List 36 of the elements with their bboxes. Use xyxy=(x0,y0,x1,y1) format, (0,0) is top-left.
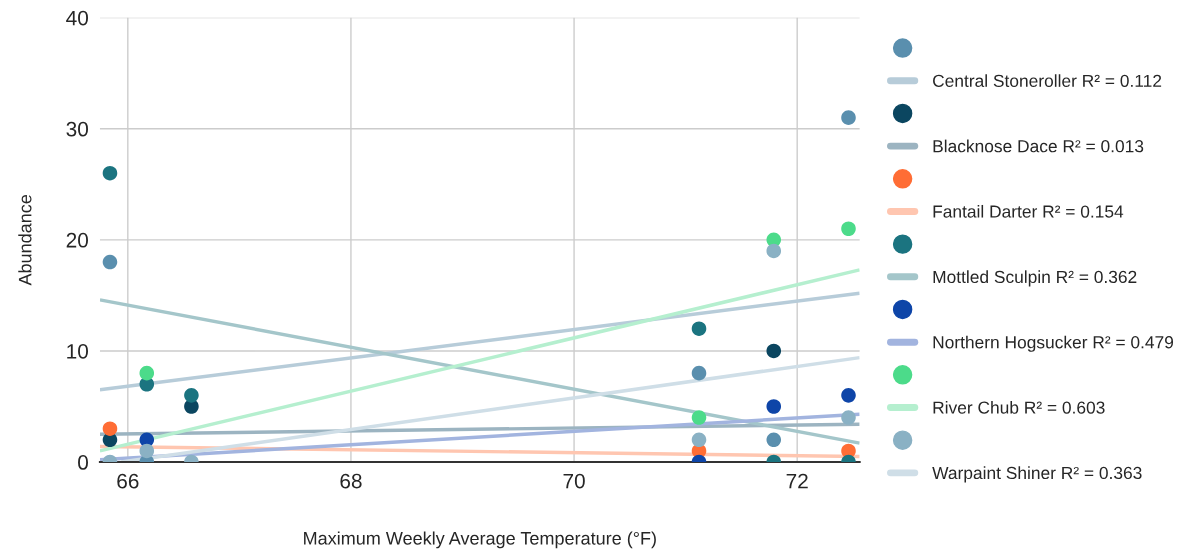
point xyxy=(691,365,707,381)
x-tick-label: 72 xyxy=(786,473,808,489)
point xyxy=(691,410,707,425)
point xyxy=(766,243,782,259)
point xyxy=(766,399,782,414)
point xyxy=(691,321,707,336)
y-tick-label: 10 xyxy=(67,343,89,359)
point xyxy=(766,343,782,359)
y-tick-label: 0 xyxy=(78,455,89,470)
legend-label: Blacknose Dace R² = 0.013 xyxy=(933,139,1144,153)
y-tick-label: 20 xyxy=(66,232,89,248)
point xyxy=(102,421,118,436)
point xyxy=(841,110,856,125)
point xyxy=(766,432,782,448)
point xyxy=(184,388,199,403)
point xyxy=(841,221,856,237)
point xyxy=(102,165,118,181)
point xyxy=(691,432,707,448)
point xyxy=(102,254,118,270)
x-tick-label: 70 xyxy=(563,473,585,489)
point xyxy=(841,388,856,403)
legend-label: River Chub R² = 0.603 xyxy=(933,401,1105,414)
legend-label: Mottled Sculpin R² = 0.362 xyxy=(933,270,1137,287)
y-tick-label: 30 xyxy=(66,121,89,137)
legend-label: Fantail Darter R² = 0.154 xyxy=(933,204,1124,218)
x-tick-label: 68 xyxy=(340,473,362,489)
point xyxy=(139,443,155,459)
point xyxy=(139,365,155,381)
legend-label: Northern Hogsucker R² = 0.479 xyxy=(933,335,1174,352)
legend-label: Central Stoneroller R² = 0.112 xyxy=(933,74,1162,87)
legend-label: Warpaint Shiner R² = 0.363 xyxy=(932,466,1142,483)
y-tick-label: 40 xyxy=(66,10,89,26)
x-tick-label: 66 xyxy=(117,473,139,489)
point xyxy=(841,410,856,425)
x-axis-title: Maximum Weekly Average Temperature (°F) xyxy=(304,531,656,549)
y-axis-title: Abundance xyxy=(18,194,32,286)
